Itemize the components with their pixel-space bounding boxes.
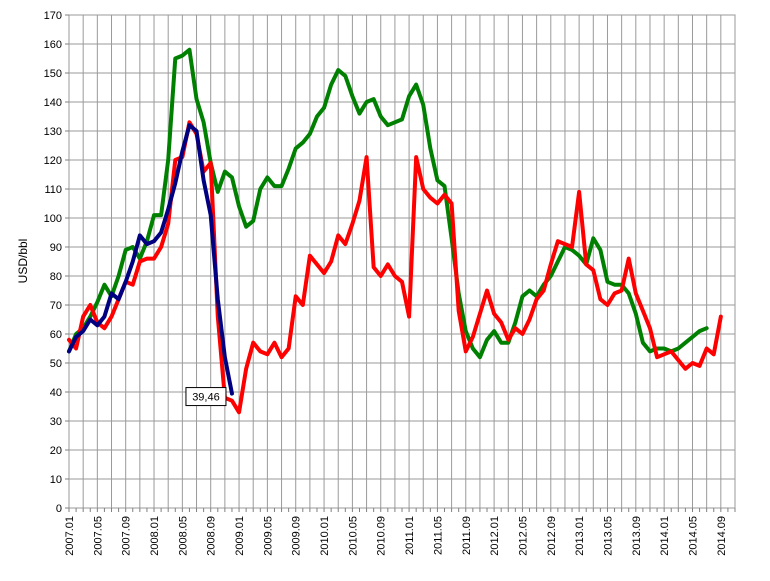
x-tick-label: 2014.09: [716, 516, 728, 556]
plot-area: [68, 14, 736, 509]
x-tick-label: 2010.05: [347, 516, 359, 556]
annotation-layer: 39,46: [185, 387, 227, 407]
y-tick-label: 130: [44, 126, 62, 138]
y-tick-label: 0: [56, 503, 62, 515]
y-tick-label: 120: [44, 155, 62, 167]
y-tick-label: 60: [50, 329, 62, 341]
y-tick-label: 90: [50, 242, 62, 254]
y-tick-label: 100: [44, 213, 62, 225]
x-tick-label: 2007.09: [121, 516, 133, 556]
x-tick-label: 2009.01: [234, 516, 246, 556]
x-tick-label: 2008.05: [177, 516, 189, 556]
series-line-1: [67, 47, 709, 360]
y-tick-label: 30: [50, 416, 62, 428]
x-tick-label: 2012.05: [517, 516, 529, 556]
x-tick-label: 2013.09: [631, 516, 643, 556]
x-tick-label: 2010.09: [376, 516, 388, 556]
y-tick-label: 50: [50, 358, 62, 370]
x-tick-label: 2010.01: [319, 516, 331, 556]
gridlines: [68, 14, 736, 509]
y-axis-ticks: 0 10 20 30 40 50 60 70 80 90 100 110 120 130 140 150 160…: [44, 10, 69, 515]
y-axis-label: USD/bbl: [16, 239, 30, 284]
x-tick-label: 2014.05: [687, 516, 699, 556]
y-tick-label: 40: [50, 387, 62, 399]
x-tick-label: 2008.01: [149, 516, 161, 556]
x-tick-label: 2007.01: [64, 516, 76, 556]
x-tick-label: 2009.05: [262, 516, 274, 556]
y-tick-label: 10: [50, 474, 62, 486]
x-tick-label: 2014.01: [659, 516, 671, 556]
y-tick-label: 70: [50, 300, 62, 312]
x-tick-label: 2012.09: [546, 516, 558, 556]
series-line-3: [67, 123, 234, 396]
x-tick-label: 2012.01: [489, 516, 501, 556]
y-tick-label: 80: [50, 271, 62, 283]
series-line-2: [67, 120, 723, 415]
x-axis-ticks: 2007.01 2007.05 2007.09 2008.01 2008.05 2008.…: [64, 508, 736, 556]
x-tick-label: 2013.05: [602, 516, 614, 556]
series-layer: [67, 47, 723, 415]
x-tick-label: 2008.09: [206, 516, 218, 556]
x-tick-label: 2011.01: [404, 516, 416, 555]
x-tick-label: 2011.05: [432, 516, 444, 555]
data-callout-box: [185, 387, 227, 407]
data-callout-label: 39,46: [192, 392, 220, 404]
x-tick-label: 2011.09: [461, 516, 473, 555]
x-tick-label: 2007.05: [92, 516, 104, 556]
x-tick-label: 2009.09: [291, 516, 303, 556]
y-tick-label: 140: [44, 97, 62, 109]
y-tick-label: 160: [44, 39, 62, 51]
x-tick-label: 2013.01: [574, 516, 586, 556]
y-tick-label: 110: [44, 184, 62, 196]
y-tick-label: 150: [44, 68, 62, 80]
y-tick-label: 170: [44, 10, 62, 22]
y-tick-label: 20: [50, 445, 62, 457]
